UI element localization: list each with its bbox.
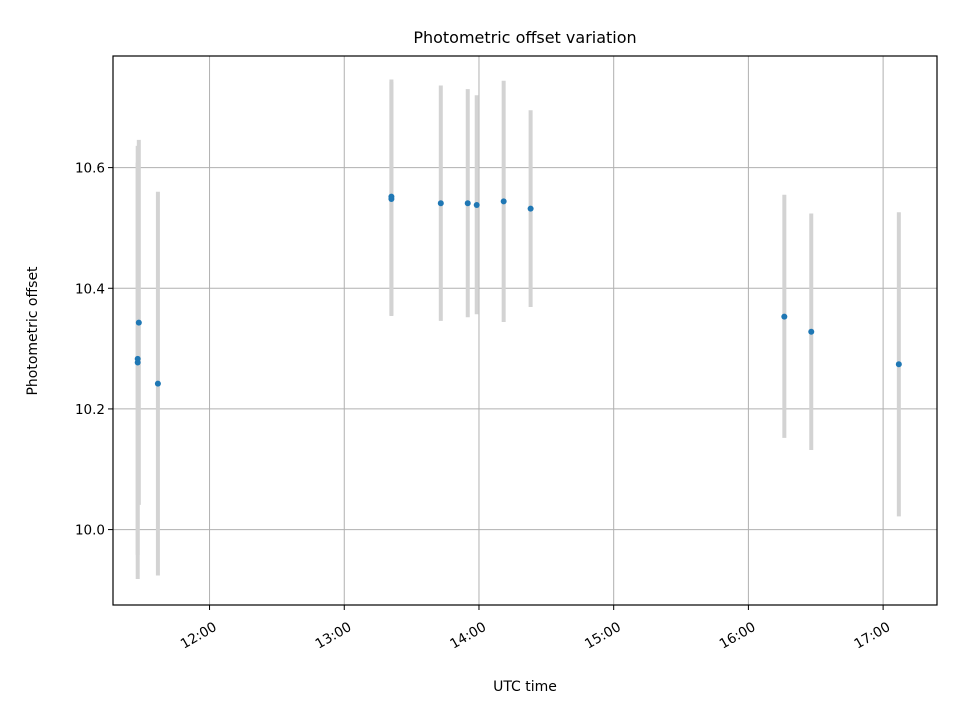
y-tick-label: 10.2 bbox=[75, 402, 105, 418]
y-axis-label: Photometric offset bbox=[25, 266, 41, 396]
y-tick-label: 10.4 bbox=[75, 281, 105, 297]
data-point bbox=[500, 198, 507, 205]
data-point bbox=[154, 380, 161, 387]
y-tick-label: 10.0 bbox=[75, 523, 105, 539]
data-point bbox=[388, 193, 395, 200]
data-point bbox=[135, 319, 142, 326]
y-axis-ticks: 10.0 10.2 10.4 10.6 bbox=[75, 161, 113, 539]
data-point bbox=[437, 200, 444, 207]
plot-area-frame bbox=[112, 55, 938, 606]
data-point bbox=[473, 202, 480, 209]
data-point bbox=[895, 361, 902, 368]
data-point bbox=[527, 205, 534, 212]
y-tick-label: 10.6 bbox=[75, 161, 105, 177]
data-point bbox=[781, 313, 788, 320]
x-axis-label: UTC time bbox=[493, 679, 557, 695]
gridlines bbox=[113, 56, 937, 605]
chart-title: Photometric offset variation bbox=[413, 28, 636, 47]
data-points bbox=[134, 193, 902, 387]
data-point bbox=[808, 328, 815, 335]
data-point bbox=[464, 200, 471, 207]
data-point bbox=[134, 355, 141, 362]
